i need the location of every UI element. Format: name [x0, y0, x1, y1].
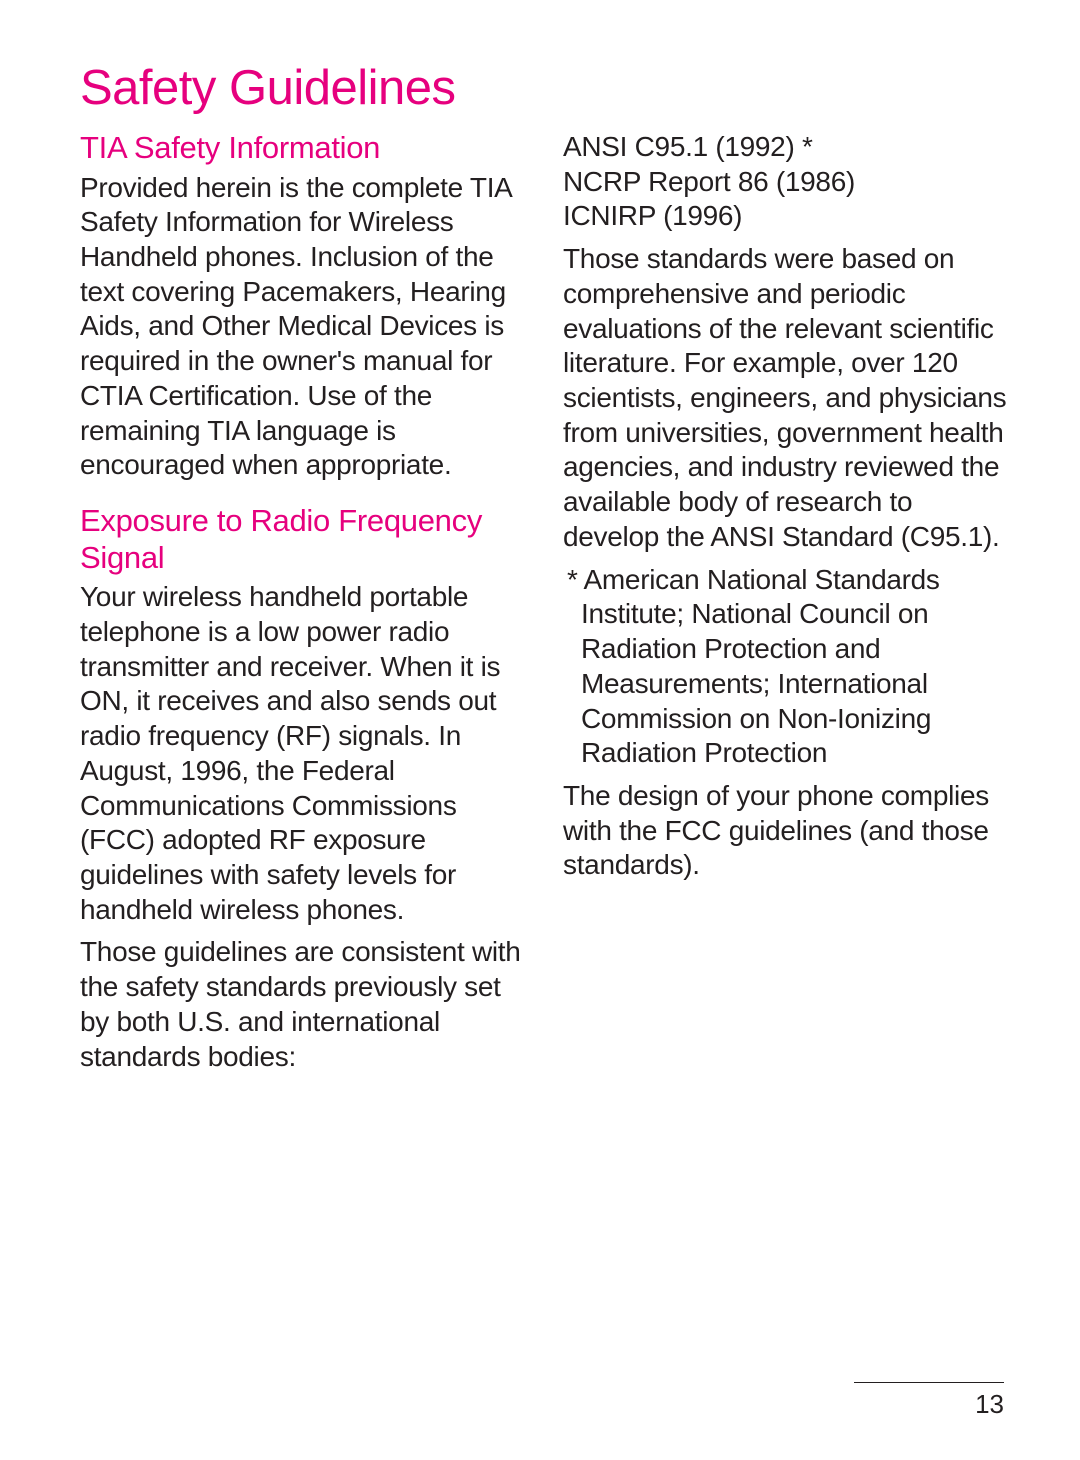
page-number: 13	[854, 1389, 1004, 1420]
right-column: ANSI C95.1 (1992) * NCRP Report 86 (1986…	[563, 130, 1010, 1082]
standards-line: ICNIRP (1996)	[563, 199, 1010, 234]
standards-line: ANSI C95.1 (1992) *	[563, 130, 1010, 165]
document-page: Safety Guidelines TIA Safety Information…	[0, 0, 1080, 1122]
footnote-paragraph: * American National Standards Institute;…	[563, 563, 1010, 771]
footer-rule	[854, 1382, 1004, 1383]
two-column-layout: TIA Safety Information Provided herein i…	[80, 130, 1010, 1082]
section-heading-tia: TIA Safety Information	[80, 130, 527, 167]
body-paragraph: Provided herein is the complete TIA Safe…	[80, 171, 527, 483]
standards-line: NCRP Report 86 (1986)	[563, 165, 1010, 200]
body-paragraph: Those standards were based on comprehens…	[563, 242, 1010, 554]
body-paragraph: The design of your phone complies with t…	[563, 779, 1010, 883]
body-paragraph: Those guidelines are consistent with the…	[80, 935, 527, 1074]
body-paragraph: Your wireless handheld portable telephon…	[80, 580, 527, 927]
page-title: Safety Guidelines	[80, 60, 1010, 116]
page-footer: 13	[854, 1382, 1004, 1420]
section-heading-exposure: Exposure to Radio Frequency Signal	[80, 503, 527, 576]
left-column: TIA Safety Information Provided herein i…	[80, 130, 527, 1082]
